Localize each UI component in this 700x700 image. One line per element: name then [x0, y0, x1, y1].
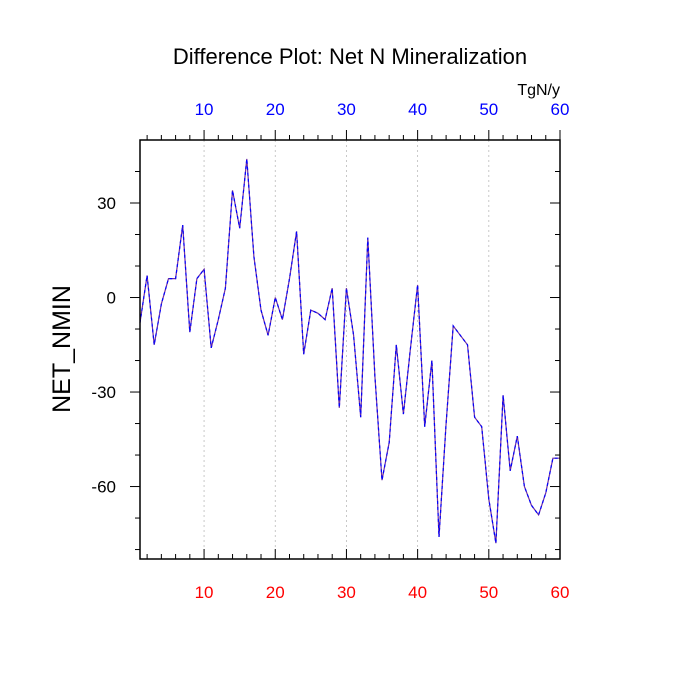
y-tick-label: 0 — [107, 289, 116, 308]
x-tick-label-top: 50 — [479, 100, 498, 119]
x-tick-label-top: 30 — [337, 100, 356, 119]
series-line-dash — [139, 158, 560, 544]
x-tick-label-bottom: 60 — [551, 583, 570, 602]
major-ticks — [130, 130, 561, 559]
x-tick-label-top: 10 — [195, 100, 214, 119]
x-tick-label-bottom: 10 — [195, 583, 214, 602]
tick-labels: 10 10 20 20 30 30 40 40 50 50 60 60 30 0 -30 -60 — [91, 100, 569, 602]
x-tick-label-top: 40 — [408, 100, 427, 119]
y-axis-label: NET_NMIN — [48, 285, 76, 413]
y-tick-label: 30 — [97, 194, 116, 213]
minor-ticks — [135, 135, 560, 559]
plot-frame — [139, 139, 561, 560]
x-tick-label-bottom: 50 — [479, 583, 498, 602]
y-tick-label: -30 — [91, 383, 116, 402]
series-line — [139, 158, 560, 544]
units-label: TgN/y — [517, 82, 560, 99]
x-tick-label-bottom: 40 — [408, 583, 427, 602]
y-tick-label: -60 — [91, 478, 116, 497]
chart-title: Difference Plot: Net N Mineralization — [173, 44, 527, 69]
x-tick-label-bottom: 30 — [337, 583, 356, 602]
grid-lines — [203, 140, 490, 559]
x-tick-label-top: 60 — [551, 100, 570, 119]
x-tick-label-bottom: 20 — [266, 583, 285, 602]
x-tick-label-top: 20 — [266, 100, 285, 119]
